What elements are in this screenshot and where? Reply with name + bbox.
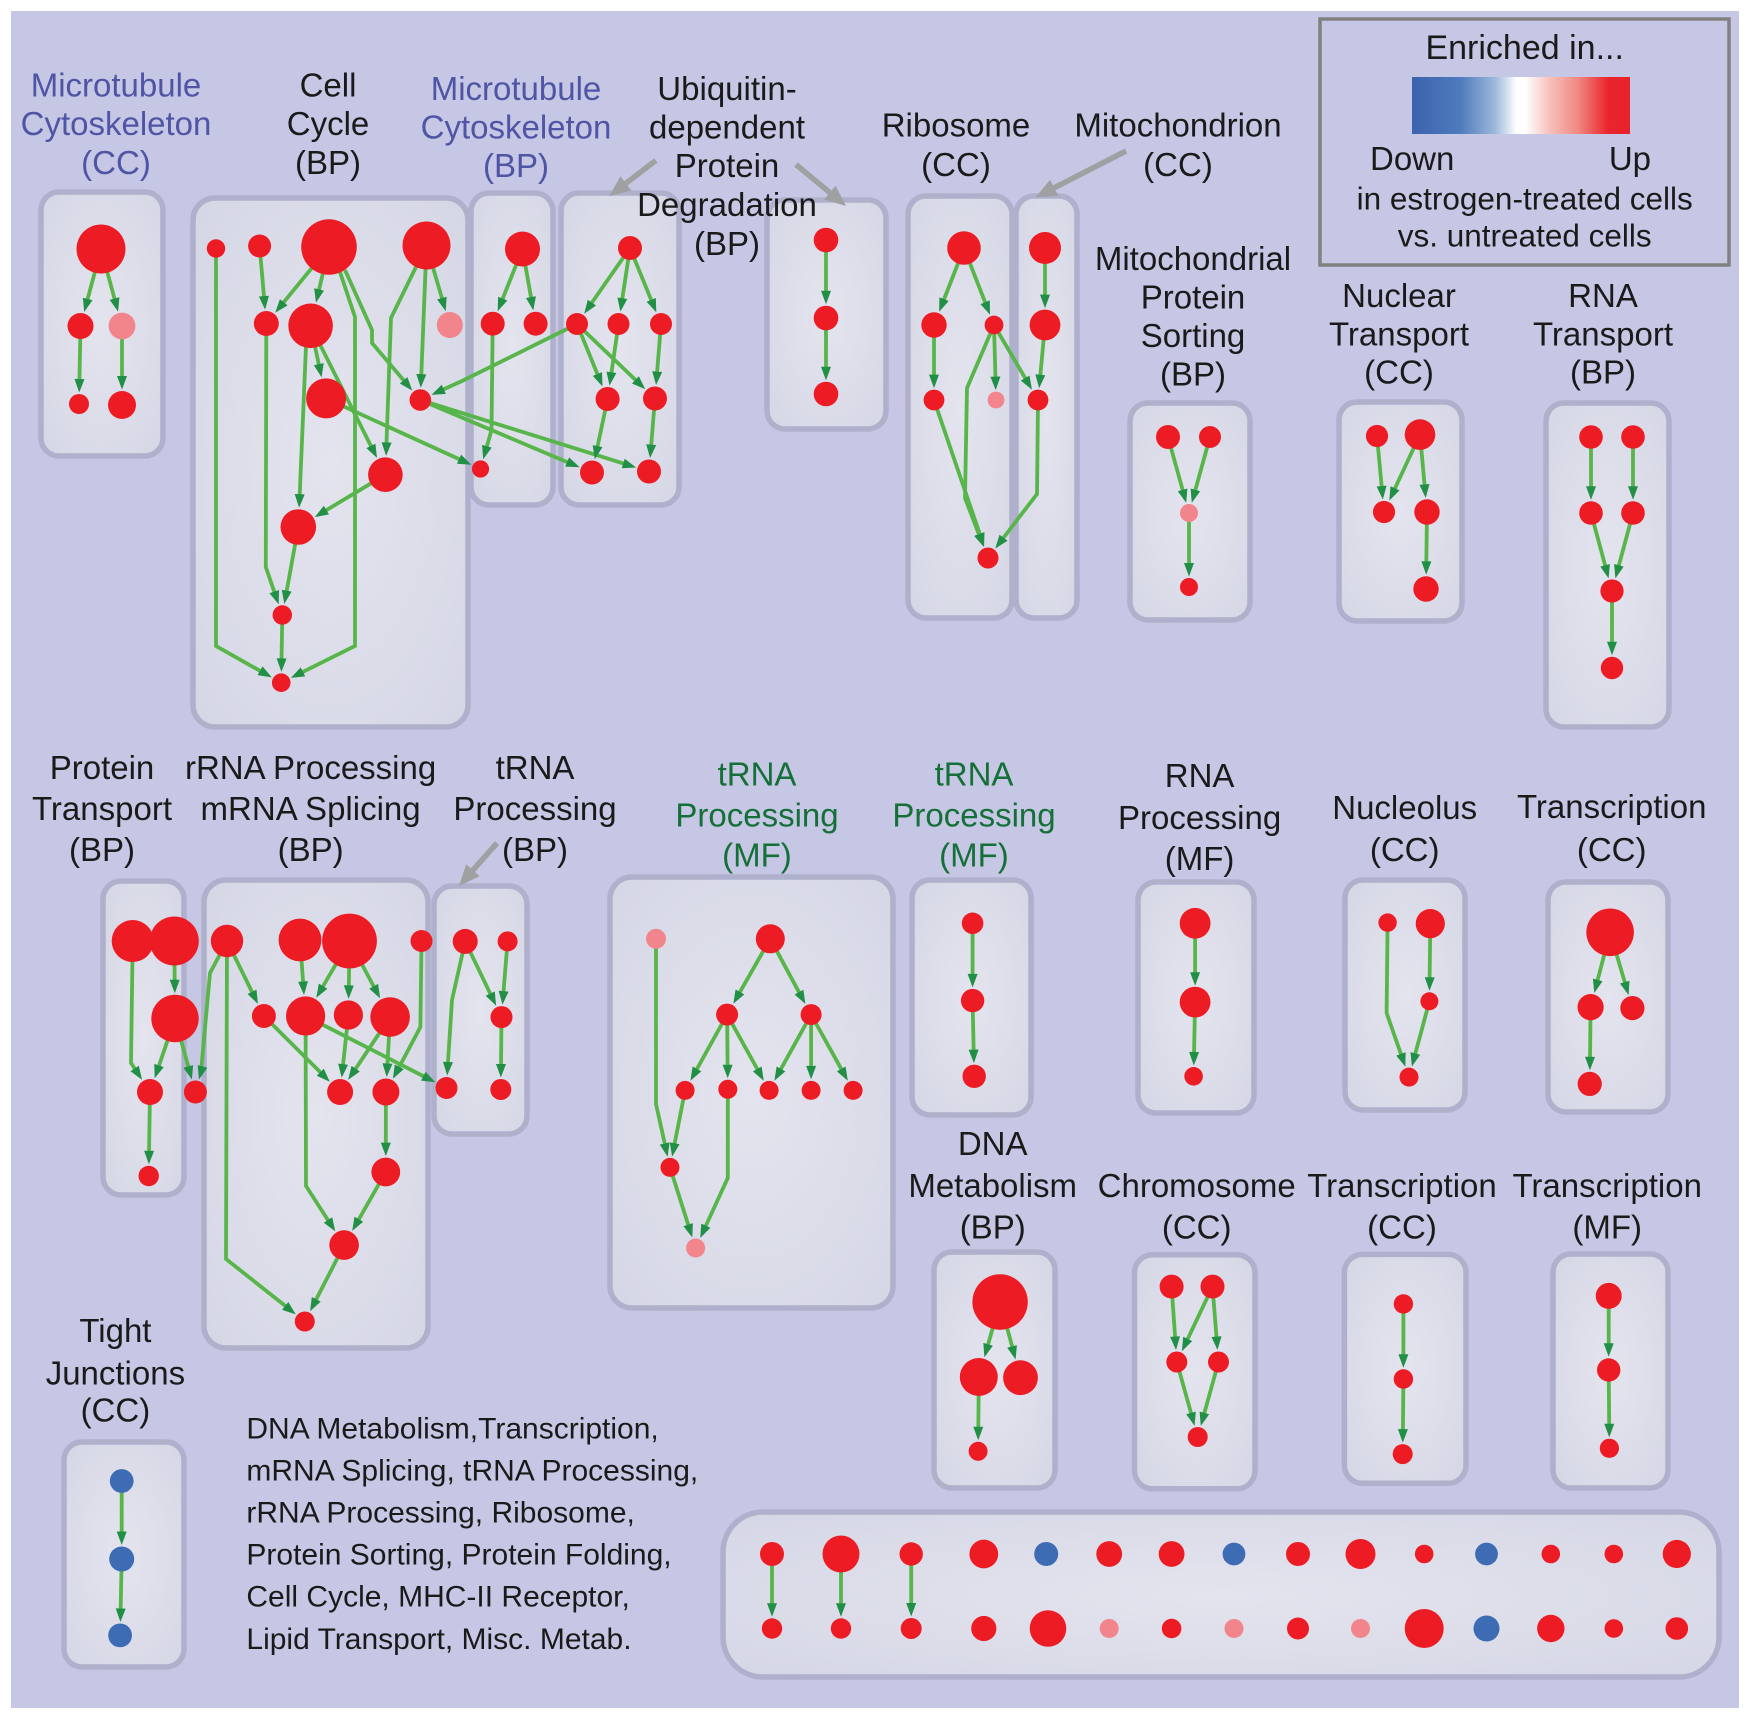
svg-text:(CC): (CC): [1370, 831, 1440, 868]
svg-text:Transport: Transport: [1533, 315, 1673, 352]
svg-text:dependent: dependent: [649, 109, 805, 146]
svg-text:(CC): (CC): [81, 144, 151, 181]
svg-text:(CC): (CC): [1162, 1209, 1232, 1246]
svg-text:Mitochondrial: Mitochondrial: [1095, 240, 1291, 277]
svg-text:Transcription: Transcription: [1512, 1167, 1702, 1204]
svg-text:Chromosome: Chromosome: [1098, 1167, 1296, 1204]
svg-text:Protein: Protein: [1141, 279, 1246, 316]
svg-text:(CC): (CC): [1143, 146, 1213, 183]
svg-text:mRNA Splicing: mRNA Splicing: [201, 790, 421, 827]
svg-text:(BP): (BP): [295, 144, 361, 181]
svg-text:(BP): (BP): [1570, 354, 1636, 391]
svg-text:Protein: Protein: [675, 147, 780, 184]
svg-text:Nucleolus: Nucleolus: [1332, 789, 1477, 826]
svg-text:Transport: Transport: [1329, 315, 1469, 352]
svg-text:rRNA Processing: rRNA Processing: [185, 749, 436, 786]
svg-text:(CC): (CC): [81, 1392, 151, 1429]
svg-text:Processing: Processing: [892, 797, 1055, 834]
svg-text:(BP): (BP): [483, 147, 549, 184]
svg-text:Mitochondrion: Mitochondrion: [1074, 107, 1281, 144]
svg-text:Processing: Processing: [1118, 799, 1281, 836]
svg-text:Lipid Transport, Misc. Metab.: Lipid Transport, Misc. Metab.: [246, 1623, 631, 1656]
svg-text:(BP): (BP): [502, 831, 568, 868]
svg-text:(MF): (MF): [1572, 1209, 1642, 1246]
svg-text:Ubiquitin-: Ubiquitin-: [657, 70, 796, 107]
svg-text:(CC): (CC): [1367, 1209, 1437, 1246]
svg-text:(BP): (BP): [694, 225, 760, 262]
svg-text:Cell: Cell: [300, 67, 357, 104]
svg-text:Protein: Protein: [50, 749, 155, 786]
svg-text:RNA: RNA: [1165, 757, 1235, 794]
svg-text:Sorting: Sorting: [1141, 317, 1246, 354]
svg-text:in estrogen-treated cells: in estrogen-treated cells: [1357, 181, 1693, 217]
svg-text:tRNA: tRNA: [496, 749, 575, 786]
svg-text:Microtubule: Microtubule: [431, 70, 602, 107]
svg-text:Nuclear: Nuclear: [1342, 277, 1456, 314]
svg-text:Transcription: Transcription: [1517, 788, 1707, 825]
svg-text:Up: Up: [1609, 140, 1651, 177]
svg-text:(BP): (BP): [278, 831, 344, 868]
svg-text:(BP): (BP): [960, 1209, 1026, 1246]
svg-text:Enriched in...: Enriched in...: [1425, 29, 1623, 67]
svg-text:Cytoskeleton: Cytoskeleton: [21, 105, 212, 142]
svg-text:RNA: RNA: [1568, 277, 1638, 314]
svg-text:Microtubule: Microtubule: [31, 67, 202, 104]
svg-text:(CC): (CC): [1577, 831, 1647, 868]
svg-text:Transcription: Transcription: [1307, 1167, 1497, 1204]
svg-text:Junctions: Junctions: [46, 1354, 185, 1391]
svg-text:Tight: Tight: [79, 1312, 151, 1349]
svg-text:vs. untreated cells: vs. untreated cells: [1398, 218, 1652, 254]
svg-text:Degradation: Degradation: [637, 186, 817, 223]
svg-text:Ribosome: Ribosome: [882, 107, 1031, 144]
svg-text:mRNA Splicing, tRNA Processing: mRNA Splicing, tRNA Processing,: [246, 1454, 698, 1487]
svg-text:tRNA: tRNA: [718, 756, 797, 793]
svg-text:Transport: Transport: [32, 790, 172, 827]
svg-text:Cell Cycle, MHC-II Receptor,: Cell Cycle, MHC-II Receptor,: [246, 1581, 629, 1614]
svg-text:(MF): (MF): [939, 837, 1009, 874]
svg-text:(MF): (MF): [1165, 840, 1235, 877]
svg-text:Down: Down: [1370, 140, 1454, 177]
svg-text:Processing: Processing: [453, 790, 616, 827]
svg-text:rRNA Processing, Ribosome,: rRNA Processing, Ribosome,: [246, 1497, 634, 1530]
svg-text:(MF): (MF): [722, 837, 792, 874]
svg-text:Processing: Processing: [675, 797, 838, 834]
svg-text:tRNA: tRNA: [935, 756, 1014, 793]
svg-text:Cycle: Cycle: [287, 105, 370, 142]
svg-text:(BP): (BP): [69, 831, 135, 868]
svg-text:(BP): (BP): [1160, 355, 1226, 392]
svg-text:DNA Metabolism,Transcription,: DNA Metabolism,Transcription,: [246, 1412, 658, 1445]
svg-text:(CC): (CC): [921, 146, 991, 183]
svg-text:(CC): (CC): [1364, 354, 1434, 391]
svg-text:DNA: DNA: [958, 1125, 1028, 1162]
svg-text:Protein Sorting, Protein Foldi: Protein Sorting, Protein Folding,: [246, 1539, 671, 1572]
svg-text:Cytoskeleton: Cytoskeleton: [421, 109, 612, 146]
svg-text:Metabolism: Metabolism: [908, 1167, 1077, 1204]
